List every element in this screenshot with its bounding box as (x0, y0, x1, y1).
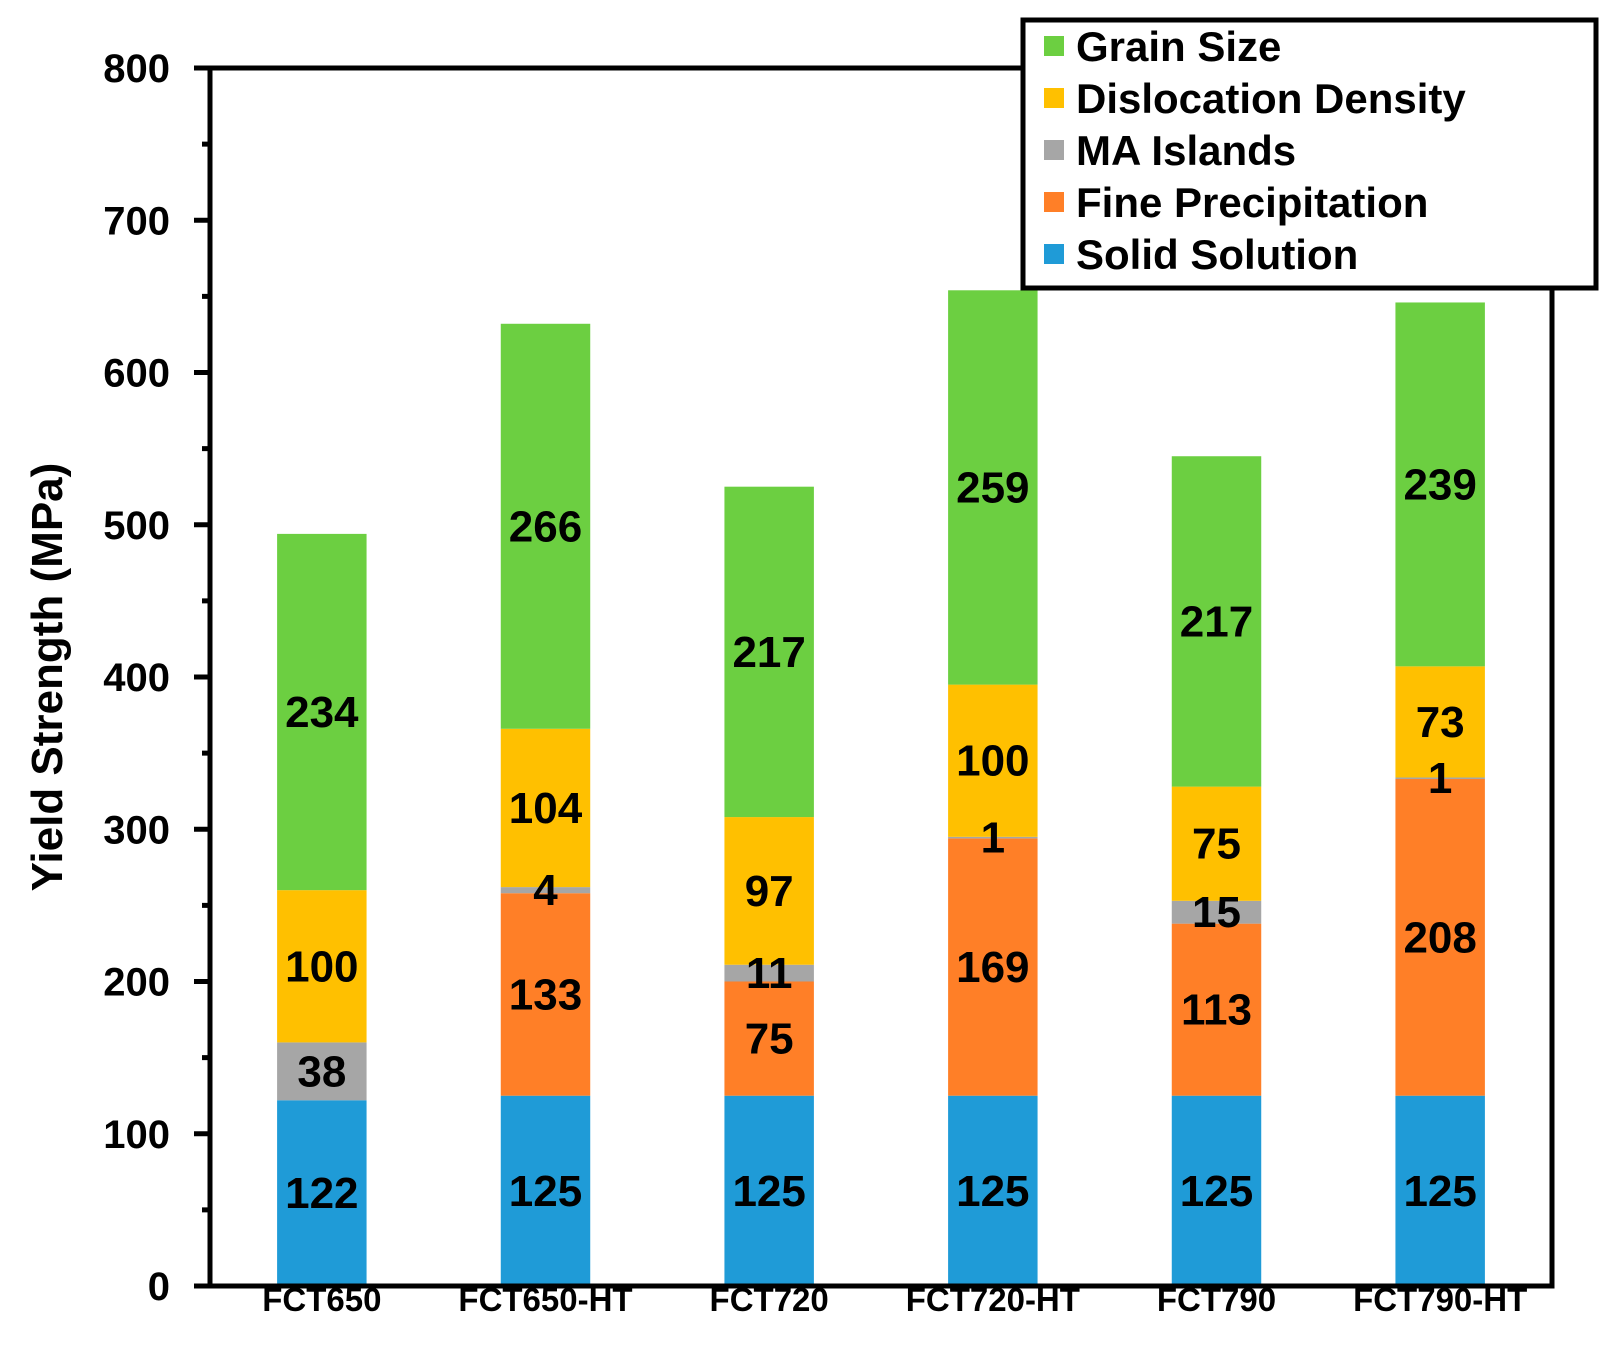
legend-box (1020, 17, 1599, 291)
data-label-fct720-ht-grain-size: 259 (956, 463, 1029, 512)
bar-fct720-ma-islands (724, 964, 814, 982)
bar-fct650-ht-fine-precipitation (500, 893, 591, 1096)
x-tick-label-fct720: FCT720 (710, 1281, 829, 1318)
data-label-fct650-ht-ma-islands: 4 (533, 866, 558, 915)
bar-fct650-ht-grain-size (500, 323, 591, 729)
bar-fct790-ma-islands (1171, 900, 1262, 924)
x-tick-label-fct650: FCT650 (262, 1281, 381, 1318)
data-label-fct650-ht-solid-solution: 125 (509, 1167, 582, 1216)
legend-swatch-fine-precipitation (1044, 192, 1064, 212)
data-label-fct790-dislocation-density: 75 (1192, 820, 1241, 869)
bar-fct650-ht-ma-islands (500, 887, 591, 894)
bar-fct720-dislocation-density (724, 817, 814, 965)
data-label-fct720-ht-ma-islands: 1 (981, 814, 1005, 863)
bar-fct790-ht-fine-precipitation (1395, 779, 1485, 1096)
data-label-fct720-solid-solution: 125 (732, 1167, 805, 1216)
data-label-fct650-ht-grain-size: 266 (509, 502, 582, 551)
legend-label-fine-precipitation: Fine Precipitation (1076, 179, 1428, 226)
bar-fct650-solid-solution (277, 1100, 367, 1286)
data-label-fct790-grain-size: 217 (1180, 597, 1253, 646)
data-label-fct720-fine-precipitation: 75 (745, 1015, 794, 1064)
data-label-fct790-solid-solution: 125 (1180, 1167, 1253, 1216)
y-tick-label-700: 700 (103, 199, 170, 243)
x-tick-label-fct650-ht: FCT650-HT (458, 1281, 632, 1318)
data-label-fct720-dislocation-density: 97 (745, 867, 794, 916)
data-label-fct720-ht-fine-precipitation: 169 (956, 943, 1029, 992)
bar-fct790-ht-grain-size (1395, 302, 1485, 667)
bar-fct790-ht-ma-islands (1395, 777, 1485, 780)
data-label-fct720-ht-dislocation-density: 100 (956, 737, 1029, 786)
bar-fct790-grain-size (1171, 456, 1262, 787)
bar-fct650-ht-solid-solution (500, 1095, 591, 1286)
bar-fct720-ht-dislocation-density (948, 684, 1038, 837)
bars-layer (277, 290, 1485, 1286)
legend-swatch-grain-size (1044, 36, 1064, 56)
y-tick-label-400: 400 (103, 656, 170, 700)
x-tick-label-fct720-ht: FCT720-HT (906, 1281, 1080, 1318)
bar-fct790-ht-solid-solution (1395, 1095, 1485, 1286)
bar-fct650-ht-dislocation-density (500, 728, 591, 888)
x-tick-label-fct790-ht: FCT790-HT (1353, 1281, 1527, 1318)
bar-fct720-ht-fine-precipitation (948, 838, 1038, 1096)
legend-label-dislocation-density: Dislocation Density (1076, 75, 1466, 122)
data-label-fct790-ht-ma-islands: 1 (1428, 754, 1452, 803)
bar-fct720-fine-precipitation (724, 981, 814, 1096)
legend-label-ma-islands: MA Islands (1076, 127, 1296, 174)
bar-fct790-solid-solution (1171, 1095, 1262, 1286)
bar-fct650-ma-islands (277, 1042, 367, 1101)
data-label-fct790-ht-grain-size: 239 (1403, 460, 1476, 509)
data-label-fct650-ht-fine-precipitation: 133 (509, 970, 582, 1019)
data-label-fct790-ht-dislocation-density: 73 (1416, 698, 1465, 747)
y-tick-label-800: 800 (103, 47, 170, 91)
data-label-fct790-fine-precipitation: 113 (1181, 986, 1252, 1035)
legend-items: Grain Size Dislocation Density MA Islands F… (1044, 23, 1466, 278)
bar-fct720-grain-size (724, 486, 814, 818)
legend: Grain Size Dislocation Density MA Islands F… (1020, 17, 1599, 291)
y-tick-label-0: 0 (148, 1265, 170, 1309)
data-label-fct650-ma-islands: 38 (297, 1047, 346, 1096)
x-tick-label-fct790: FCT790 (1157, 1281, 1276, 1318)
legend-swatch-ma-islands (1044, 140, 1064, 160)
bar-fct720-ht-grain-size (948, 290, 1038, 685)
y-tick-label-300: 300 (103, 808, 170, 852)
bar-fct650-grain-size (277, 533, 367, 891)
data-label-fct790-ht-fine-precipitation: 208 (1403, 913, 1476, 962)
bar-fct790-ht-dislocation-density (1395, 666, 1485, 778)
bar-fct720-ht-ma-islands (948, 836, 1038, 839)
data-label-fct650-solid-solution: 122 (285, 1169, 358, 1218)
data-label-fct720-grain-size: 217 (732, 628, 805, 677)
y-axis-title: Yield Strength (MPa) (23, 463, 72, 892)
bar-fct720-ht-solid-solution (948, 1095, 1038, 1286)
bar-fct720-solid-solution (724, 1095, 814, 1286)
x-axis-category-labels: FCT650 FCT650-HT FCT720 FCT720-HT FCT790 FCT7… (262, 1281, 1527, 1318)
bar-fct790-fine-precipitation (1171, 923, 1262, 1096)
bar-fct650-dislocation-density (277, 890, 367, 1043)
y-tick-label-200: 200 (103, 961, 170, 1005)
bar-fct790-dislocation-density (1171, 786, 1262, 901)
data-label-fct790-ht-solid-solution: 125 (1403, 1167, 1476, 1216)
y-tick-label-600: 600 (103, 352, 170, 396)
data-label-fct720-ma-islands: 11 (746, 949, 793, 998)
legend-swatch-solid-solution (1044, 244, 1064, 264)
data-label-fct790-ma-islands: 15 (1192, 888, 1241, 937)
legend-label-solid-solution: Solid Solution (1076, 231, 1358, 278)
data-label-fct650-dislocation-density: 100 (285, 942, 358, 991)
legend-label-grain-size: Grain Size (1076, 23, 1281, 70)
data-label-fct720-ht-solid-solution: 125 (956, 1167, 1029, 1216)
data-label-fct650-grain-size: 234 (285, 688, 359, 737)
data-label-fct650-ht-dislocation-density: 104 (509, 784, 583, 833)
legend-swatch-dislocation-density (1044, 88, 1064, 108)
y-axis-ticks: 0 100 200 300 400 500 600 700 800 (103, 47, 210, 1309)
y-tick-label-100: 100 (103, 1113, 170, 1157)
y-tick-label-500: 500 (103, 504, 170, 548)
data-labels-layer: 1223810023412513341042661257511972171251… (285, 460, 1477, 1218)
